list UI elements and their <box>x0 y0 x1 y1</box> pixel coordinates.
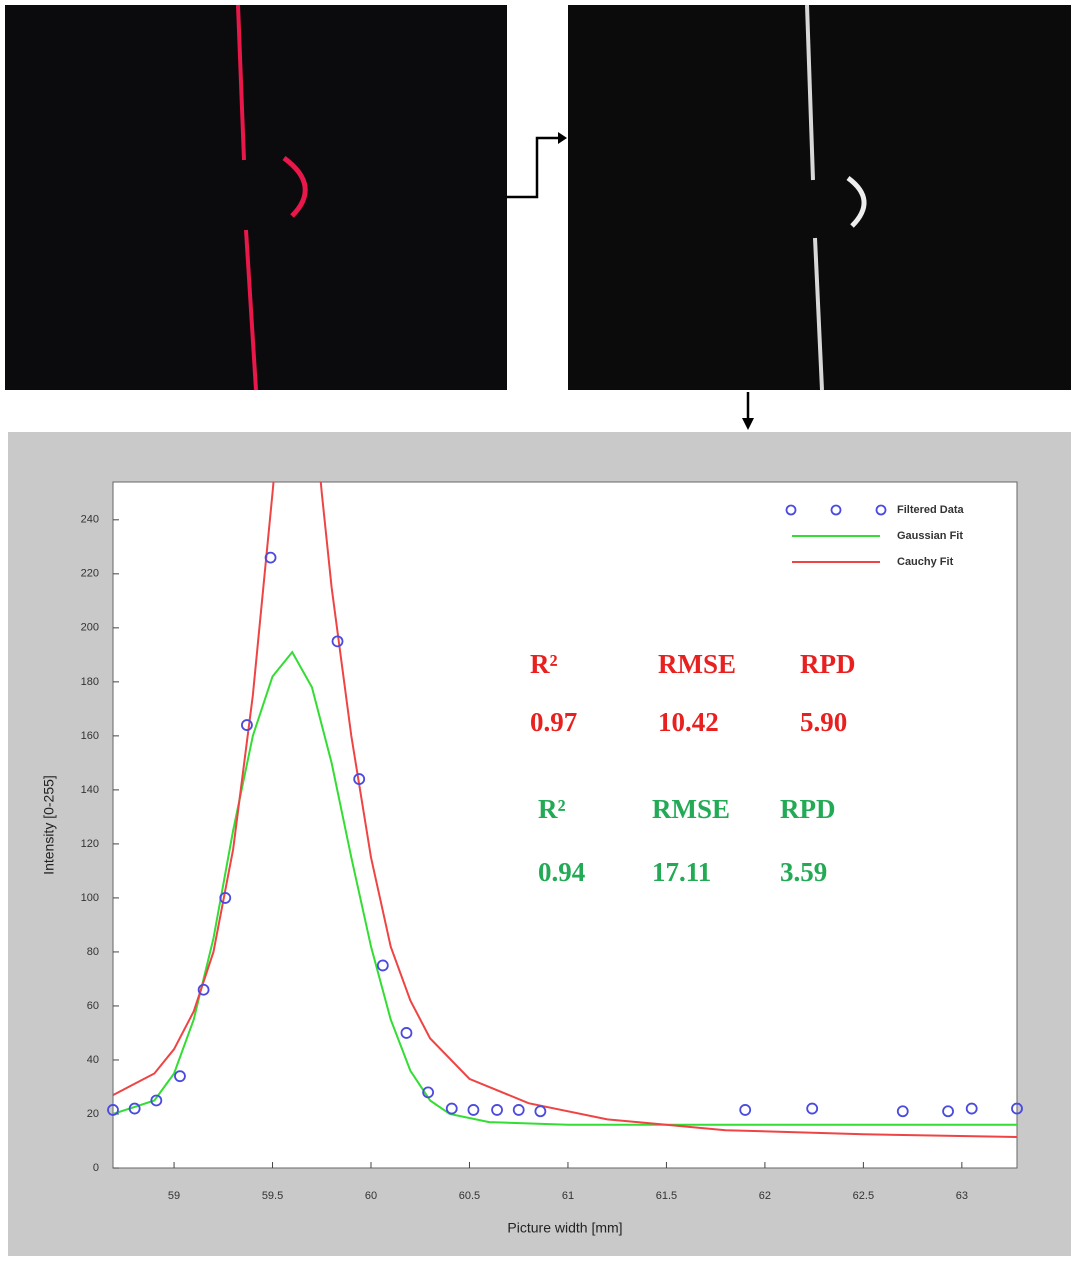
fit-line <box>113 482 1017 1138</box>
data-point <box>107 1104 119 1116</box>
data-point <box>491 1104 503 1116</box>
data-point <box>219 892 232 904</box>
stat-value: 3.59 <box>780 857 827 887</box>
legend-label: Gaussian Fit <box>897 530 963 542</box>
data-point <box>467 1104 480 1116</box>
legend-marker <box>830 504 842 516</box>
x-tick-label: 62 <box>759 1190 771 1202</box>
laser-line <box>236 4 258 391</box>
plot-area <box>112 481 1018 1169</box>
data-point <box>965 1102 978 1115</box>
arrow <box>507 136 560 199</box>
data-point <box>241 719 253 731</box>
y-tick-label: 200 <box>81 622 99 634</box>
x-axis-label: Picture width [mm] <box>507 1220 622 1236</box>
data-point <box>512 1104 525 1116</box>
y-tick-label: 40 <box>87 1054 99 1066</box>
fit-line <box>113 650 1017 1126</box>
data-point <box>445 1102 458 1115</box>
data-point <box>197 983 210 996</box>
y-tick-label: 240 <box>81 514 99 526</box>
y-tick-label: 160 <box>81 730 99 742</box>
data-point <box>400 1027 413 1039</box>
data-point <box>264 551 277 564</box>
plot-layer <box>113 482 1017 1138</box>
legend-marker <box>785 504 797 516</box>
x-tick-label: 61.5 <box>656 1190 677 1202</box>
arrow-head <box>558 132 567 144</box>
data-point <box>942 1105 954 1118</box>
raw-image <box>5 5 507 390</box>
y-tick-label: 0 <box>93 1162 99 1174</box>
y-tick-label: 80 <box>87 946 99 958</box>
data-point <box>376 959 389 972</box>
x-tick-label: 59 <box>168 1190 180 1202</box>
data-point <box>739 1104 752 1116</box>
filtered-line <box>805 4 824 391</box>
y-tick-label: 20 <box>87 1108 99 1120</box>
x-tick-label: 63 <box>956 1190 968 1202</box>
y-tick-label: 120 <box>81 838 99 850</box>
x-tick-label: 62.5 <box>853 1190 874 1202</box>
data-point <box>806 1102 819 1115</box>
legend-label: Filtered Data <box>897 504 965 516</box>
y-tick-label: 60 <box>87 1000 99 1012</box>
y-tick-label: 100 <box>81 892 99 904</box>
stat-label: RMSE <box>658 649 736 679</box>
stat-value: 0.97 <box>530 707 577 737</box>
y-tick-label: 180 <box>81 676 99 688</box>
data-point <box>353 773 366 785</box>
data-point <box>422 1086 435 1099</box>
data-point <box>150 1094 163 1107</box>
y-axis-label: Intensity [0-255] <box>41 775 57 875</box>
data-point <box>331 635 344 648</box>
stat-value: 17.11 <box>652 857 711 887</box>
y-tick-label: 220 <box>81 568 99 580</box>
arrow-head <box>742 418 754 430</box>
data-point <box>1011 1102 1023 1115</box>
x-tick-label: 59.5 <box>262 1190 283 1202</box>
stat-value: 5.90 <box>800 707 847 737</box>
x-tick-label: 61 <box>562 1190 574 1202</box>
stat-label: RPD <box>780 794 836 824</box>
stat-label: RMSE <box>652 794 730 824</box>
x-tick-label: 60.5 <box>459 1190 480 1202</box>
data-point <box>534 1105 547 1118</box>
y-tick-label: 140 <box>81 784 99 796</box>
data-point <box>128 1102 141 1115</box>
stat-label: RPD <box>800 649 856 679</box>
laser-arc <box>282 155 308 218</box>
data-point <box>896 1105 909 1118</box>
x-tick-label: 60 <box>365 1190 377 1202</box>
legend-marker <box>875 504 887 516</box>
legend-label: Cauchy Fit <box>897 556 954 568</box>
stat-label: R² <box>538 794 566 824</box>
stat-value: 0.94 <box>538 857 585 887</box>
stat-value: 10.42 <box>658 707 719 737</box>
data-point <box>174 1070 186 1083</box>
filtered-arc <box>846 175 867 228</box>
stat-label: R² <box>530 649 558 679</box>
